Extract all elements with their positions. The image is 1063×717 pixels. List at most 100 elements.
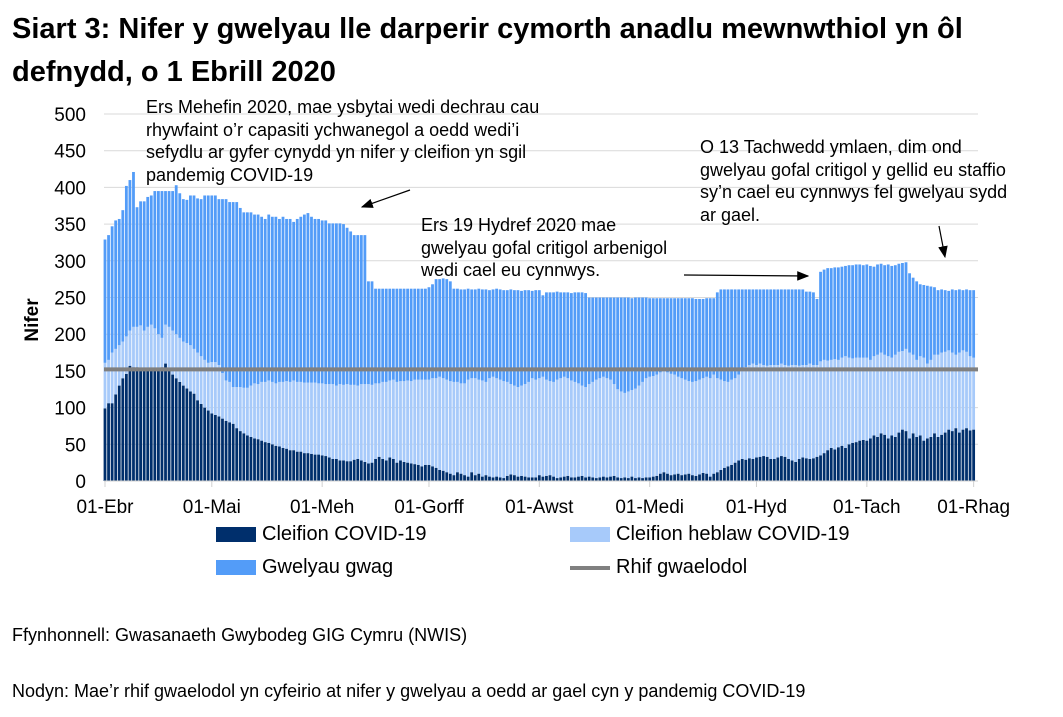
- source-note: Ffynhonnell: Gwasanaeth Gwybodeg GIG Cym…: [12, 625, 468, 645]
- bar-covid: [587, 476, 591, 481]
- bar-covid: [491, 477, 495, 481]
- bar-empty: [605, 297, 609, 379]
- bar-covid: [541, 476, 545, 481]
- bar-noncovid: [865, 357, 869, 441]
- bar-noncovid: [149, 324, 153, 370]
- bar-noncovid: [851, 358, 854, 443]
- bar-empty: [523, 290, 527, 385]
- bar-noncovid: [929, 359, 933, 437]
- bar-covid: [192, 393, 196, 481]
- bar-empty: [509, 289, 513, 385]
- bar-empty: [167, 191, 171, 327]
- bar-noncovid: [804, 365, 808, 459]
- bar-empty: [157, 191, 160, 335]
- bar-covid: [822, 453, 826, 481]
- bar-empty: [192, 195, 196, 349]
- bar-noncovid: [114, 348, 118, 395]
- bar-noncovid: [783, 365, 787, 457]
- bar-noncovid: [132, 326, 135, 368]
- bar-covid: [626, 478, 630, 481]
- bar-noncovid: [829, 359, 833, 448]
- bar-covid: [598, 477, 602, 481]
- bar-empty: [911, 277, 915, 355]
- bar-noncovid: [840, 357, 844, 446]
- bar-empty: [527, 290, 531, 382]
- bar-empty: [584, 293, 587, 388]
- bar-empty: [352, 235, 356, 385]
- bar-noncovid: [715, 378, 719, 473]
- bar-noncovid: [146, 326, 150, 370]
- bar-noncovid: [612, 384, 616, 476]
- bar-empty: [381, 288, 385, 382]
- bar-covid: [630, 476, 634, 481]
- bar-empty: [637, 297, 641, 386]
- bar-covid: [890, 435, 894, 481]
- bar-covid: [516, 476, 520, 481]
- bar-noncovid: [954, 354, 958, 429]
- bar-covid: [199, 403, 203, 481]
- bar-covid: [829, 447, 833, 481]
- bar-noncovid: [879, 352, 883, 434]
- bar-empty: [836, 267, 840, 360]
- bar-empty: [217, 199, 221, 366]
- bar-empty: [925, 285, 929, 364]
- bar-covid: [644, 477, 648, 481]
- bar-covid: [726, 466, 730, 481]
- bar-covid: [723, 467, 726, 481]
- bar-covid: [488, 476, 491, 481]
- bar-empty: [872, 266, 876, 357]
- bar-covid: [377, 456, 381, 481]
- bar-noncovid: [591, 381, 595, 478]
- annotation-arrow-2: [683, 271, 810, 281]
- bar-empty: [840, 266, 844, 358]
- bar-covid: [612, 475, 616, 481]
- bar-covid: [459, 473, 463, 481]
- bar-empty: [890, 265, 894, 358]
- bar-empty: [723, 289, 726, 382]
- x-tick-label: 01-Rhag: [937, 497, 1010, 518]
- bar-empty: [602, 297, 605, 377]
- bar-empty: [730, 289, 733, 380]
- bar-covid: [164, 363, 167, 481]
- bar-empty: [719, 289, 723, 380]
- bar-empty: [851, 265, 854, 359]
- bar-covid: [299, 451, 303, 481]
- bar-noncovid: [876, 354, 879, 437]
- bar-noncovid: [117, 345, 121, 386]
- x-axis-ticks: 01-Ebr 01-Mai 01-Meh 01-Gorff 01-Awst 01-Medi…: [76, 481, 1010, 518]
- bar-noncovid: [199, 356, 203, 404]
- bar-covid: [958, 432, 961, 481]
- bar-empty: [213, 195, 217, 363]
- x-tick-label: 01-Mai: [183, 497, 241, 518]
- bar-empty: [651, 298, 655, 377]
- bar-covid: [523, 476, 527, 481]
- bar-empty: [470, 289, 474, 379]
- bar-covid: [117, 385, 121, 481]
- bar-covid: [363, 461, 367, 481]
- bar-empty: [466, 288, 470, 380]
- bar-noncovid: [459, 383, 463, 474]
- bar-noncovid: [897, 351, 901, 433]
- bar-noncovid: [530, 378, 534, 478]
- bar-empty: [488, 290, 491, 379]
- bar-empty: [947, 290, 951, 351]
- bar-covid: [178, 381, 182, 481]
- bar-noncovid: [915, 359, 919, 437]
- bar-empty: [541, 295, 545, 377]
- bar-covid: [797, 458, 801, 481]
- bar-covid: [879, 433, 883, 481]
- bar-empty: [854, 264, 858, 358]
- bar-noncovid: [377, 383, 381, 457]
- bar-empty: [278, 218, 281, 382]
- bar-noncovid: [520, 385, 523, 476]
- bar-noncovid: [395, 381, 399, 463]
- bar-noncovid: [541, 376, 545, 477]
- bar-noncovid: [630, 389, 634, 477]
- bar-covid: [943, 432, 947, 481]
- bar-covid: [537, 475, 541, 481]
- bar-empty: [210, 195, 214, 363]
- bar-noncovid: [918, 356, 922, 436]
- bar-covid: [815, 456, 819, 481]
- bar-covid: [869, 438, 872, 481]
- bar-covid: [794, 461, 798, 481]
